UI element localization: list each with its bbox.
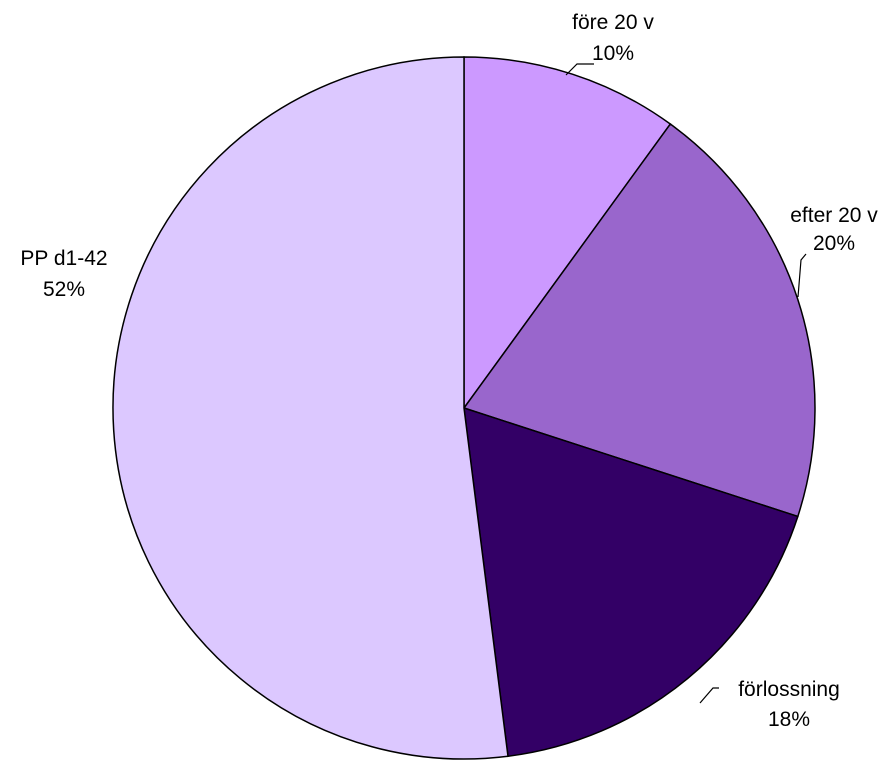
slice-label-forlossning: förlossning xyxy=(738,678,840,701)
slice-percent-efter-20v: 20% xyxy=(813,232,855,255)
pie-slice-efter-20v xyxy=(462,122,816,518)
pie-slice-forlossning xyxy=(463,406,799,758)
slice-labels: före 20 v 10% efter 20 v 20% förlossning… xyxy=(20,11,878,731)
leader-lines xyxy=(565,63,807,704)
slice-label-fore-20v: före 20 v xyxy=(572,11,654,34)
leader-line-efter-20v xyxy=(797,253,807,298)
pie-slices xyxy=(112,56,816,760)
slice-percent-forlossning: 18% xyxy=(768,708,810,731)
leader-line-forlossning xyxy=(699,687,719,704)
pie-slice-fore-20v xyxy=(463,56,672,411)
pie-slice-pp-d1-42 xyxy=(112,56,509,760)
slice-percent-fore-20v: 10% xyxy=(592,42,634,65)
slice-label-pp-d1-42: PP d1-42 xyxy=(20,247,107,270)
slice-label-efter-20v: efter 20 v xyxy=(790,204,878,227)
leader-line-fore-20v xyxy=(565,63,594,76)
slice-percent-pp-d1-42: 52% xyxy=(43,278,85,301)
